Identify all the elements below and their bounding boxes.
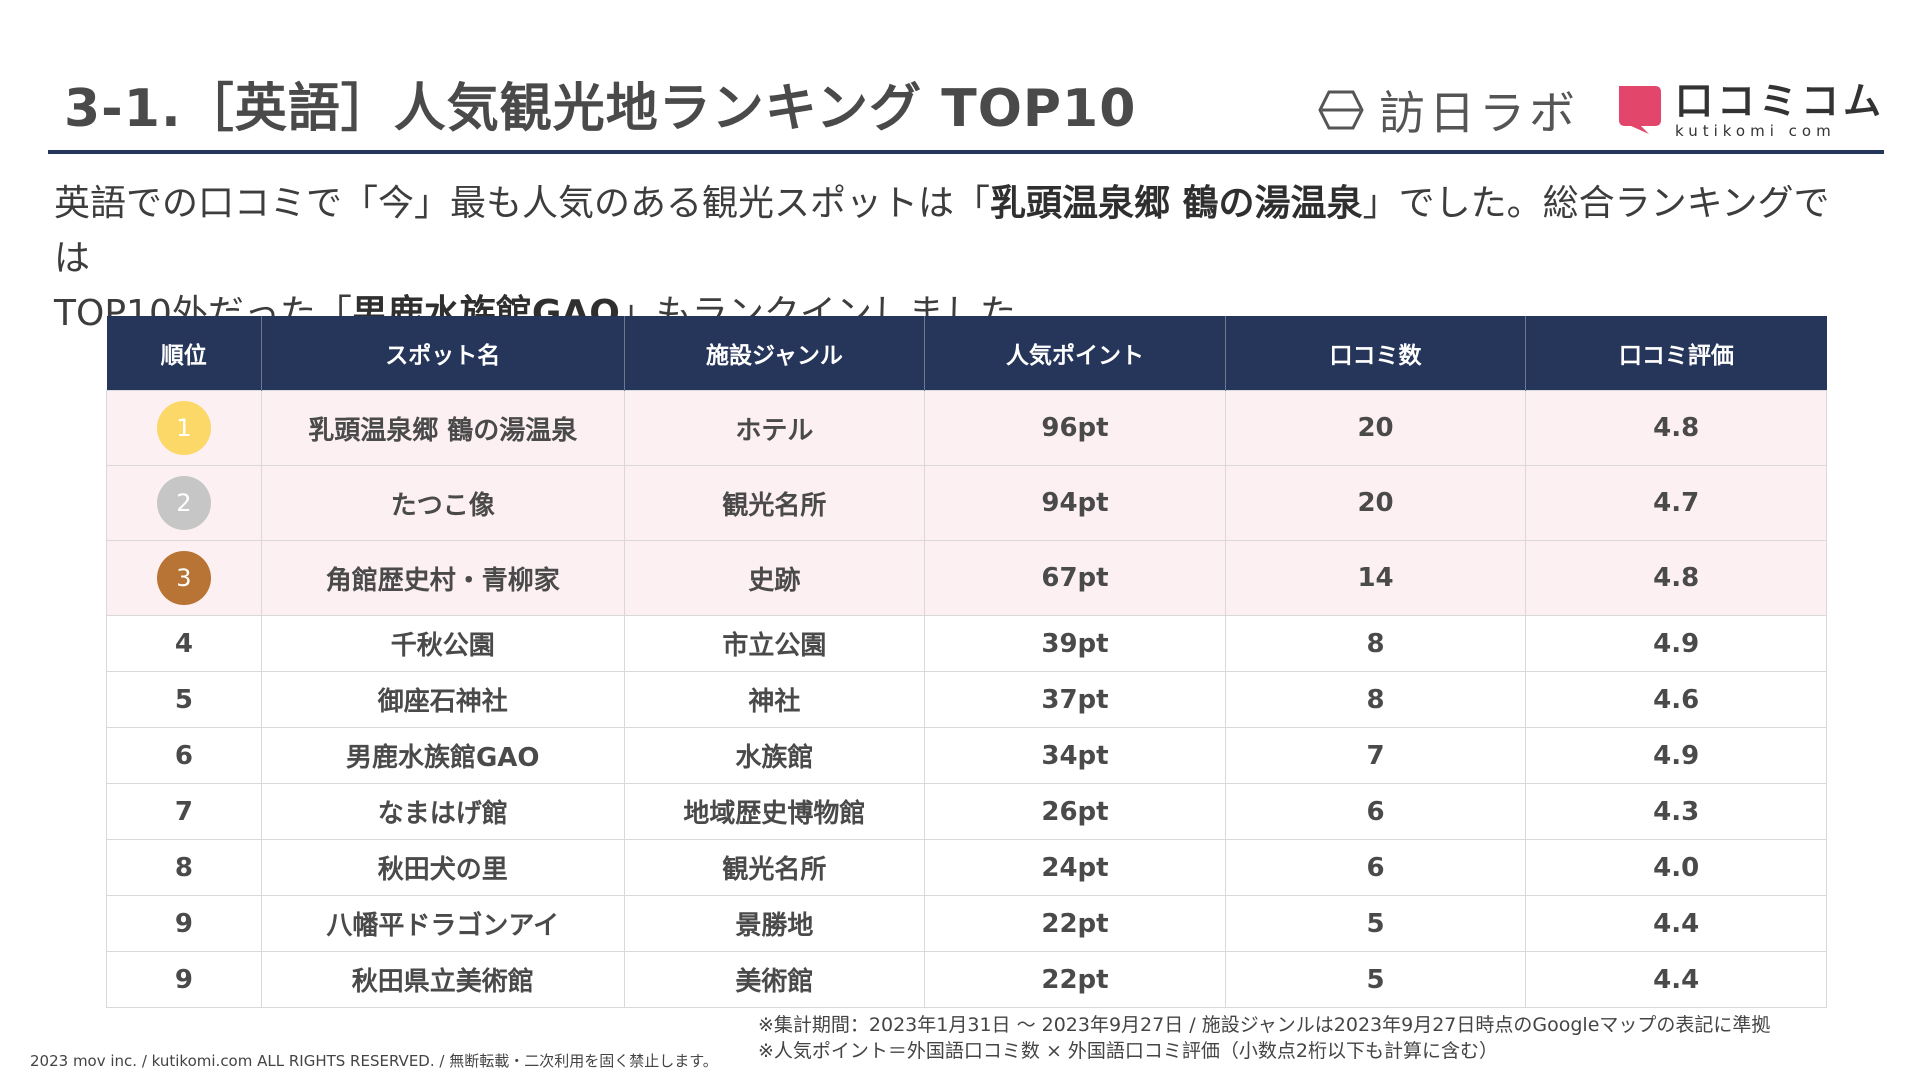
genre-cell: 市立公園: [623, 615, 926, 672]
review-count-cell: 8: [1224, 671, 1527, 728]
rank-cell: 2: [106, 465, 262, 541]
rank-cell: 7: [106, 783, 262, 840]
points-cell: 67pt: [924, 540, 1226, 616]
header-rank: 順位: [106, 316, 262, 391]
points-cell: 22pt: [924, 895, 1226, 952]
lead-text: 」でした。総合ランキングでは: [54, 183, 1830, 279]
table-row: 7 なまはげ館 地域歴史博物館 26pt 6 4.3: [106, 783, 1827, 840]
review-count-cell: 5: [1224, 895, 1527, 952]
points-cell: 94pt: [924, 465, 1226, 541]
silver-medal: 2: [156, 476, 211, 530]
page-title: 3-1.［英語］人気観光地ランキング TOP10: [64, 79, 1137, 139]
spot-name-cell: たつこ像: [260, 465, 625, 541]
genre-cell: 観光名所: [623, 839, 926, 896]
rating-cell: 4.4: [1525, 895, 1827, 952]
review-count-cell: 5: [1224, 951, 1527, 1008]
points-cell: 24pt: [924, 839, 1226, 896]
header-points: 人気ポイント: [924, 316, 1226, 391]
spot-name-cell: 秋田県立美術館: [260, 951, 625, 1008]
review-count-cell: 20: [1224, 465, 1527, 541]
rank-cell: 6: [106, 727, 262, 784]
footnote-formula: ※人気ポイント＝外国語口コミ数 × 外国語口コミ評価（小数点2桁以下も計算に含む…: [758, 1040, 1499, 1062]
table-row: 4 千秋公園 市立公園 39pt 8 4.9: [106, 615, 1827, 672]
copyright-text: 2023 mov inc. / kutikomi.com ALL RIGHTS …: [30, 1052, 718, 1070]
table-row: 3 角館歴史村・青柳家 史跡 67pt 14 4.8: [106, 540, 1827, 616]
rating-cell: 4.9: [1525, 727, 1827, 784]
logo-group: 訪日ラボ 口コミコム kutikomi com: [1317, 78, 1885, 142]
kutikomi-en-text: kutikomi com: [1674, 121, 1836, 140]
ranking-table: 順位 スポット名 施設ジャンル 人気ポイント 口コミ数 口コミ評価 1 乳頭温泉…: [106, 316, 1827, 1008]
rating-cell: 4.4: [1525, 951, 1827, 1008]
rank-cell: 3: [106, 540, 262, 616]
rank-cell: 9: [106, 951, 262, 1008]
spot-name-cell: 乳頭温泉郷 鶴の湯温泉: [260, 390, 625, 466]
kutikomi-logo: 口コミコム kutikomi com: [1615, 82, 1885, 139]
rank-cell: 8: [106, 839, 262, 896]
table-row: 2 たつこ像 観光名所 94pt 20 4.7: [106, 465, 1827, 541]
points-cell: 34pt: [924, 727, 1226, 784]
rating-cell: 4.3: [1525, 783, 1827, 840]
rating-cell: 4.9: [1525, 615, 1827, 672]
review-count-cell: 20: [1224, 390, 1527, 466]
points-cell: 96pt: [924, 390, 1226, 466]
rank-cell: 4: [106, 615, 262, 672]
points-cell: 37pt: [924, 671, 1226, 728]
review-count-cell: 6: [1224, 839, 1527, 896]
header-review-count: 口コミ数: [1225, 316, 1527, 391]
lead-highlight: 乳頭温泉郷 鶴の湯温泉: [990, 183, 1363, 224]
rank-cell: 1: [106, 390, 262, 466]
review-count-cell: 8: [1224, 615, 1527, 672]
genre-cell: 史跡: [623, 540, 926, 616]
lead-text: 英語での口コミで「今」最も人気のある観光スポットは「: [54, 183, 991, 224]
table-row: 5 御座石神社 神社 37pt 8 4.6: [106, 671, 1827, 728]
rating-cell: 4.0: [1525, 839, 1827, 896]
spot-name-cell: 御座石神社: [260, 671, 625, 728]
bronze-medal: 3: [156, 551, 211, 605]
footnotes: ※集計期間：2023年1月31日 〜 2023年9月27日 / 施設ジャンルは2…: [758, 1012, 1770, 1064]
rating-cell: 4.8: [1525, 390, 1827, 466]
spot-name-cell: 秋田犬の里: [260, 839, 625, 896]
table-row: 9 八幡平ドラゴンアイ 景勝地 22pt 5 4.4: [106, 895, 1827, 952]
title-divider: [48, 150, 1884, 154]
spot-name-cell: 八幡平ドラゴンアイ: [260, 895, 625, 952]
rank-cell: 9: [106, 895, 262, 952]
genre-cell: 地域歴史博物館: [623, 783, 926, 840]
review-count-cell: 14: [1224, 540, 1527, 616]
kutikomi-jp-text: 口コミコム: [1674, 78, 1885, 123]
review-count-cell: 6: [1224, 783, 1527, 840]
points-cell: 26pt: [924, 783, 1226, 840]
header-genre: 施設ジャンル: [624, 316, 926, 391]
speech-bubble-icon: [1618, 86, 1661, 134]
genre-cell: ホテル: [623, 390, 926, 466]
hexagon-icon: [1318, 90, 1364, 130]
table-row: 1 乳頭温泉郷 鶴の湯温泉 ホテル 96pt 20 4.8: [106, 390, 1827, 466]
table-row: 8 秋田犬の里 観光名所 24pt 6 4.0: [106, 839, 1827, 896]
rating-cell: 4.8: [1525, 540, 1827, 616]
spot-name-cell: 男鹿水族館GAO: [260, 727, 625, 784]
table-row: 6 男鹿水族館GAO 水族館 34pt 7 4.9: [106, 727, 1827, 784]
rating-cell: 4.6: [1525, 671, 1827, 728]
table-header-row: 順位 スポット名 施設ジャンル 人気ポイント 口コミ数 口コミ評価: [106, 316, 1827, 391]
genre-cell: 美術館: [623, 951, 926, 1008]
spot-name-cell: 千秋公園: [260, 615, 625, 672]
header-rating: 口コミ評価: [1525, 316, 1827, 391]
genre-cell: 景勝地: [623, 895, 926, 952]
table-row: 9 秋田県立美術館 美術館 22pt 5 4.4: [106, 951, 1827, 1008]
houjitsu-lab-text: 訪日ラボ: [1378, 86, 1579, 140]
genre-cell: 水族館: [623, 727, 926, 784]
spot-name-cell: 角館歴史村・青柳家: [260, 540, 625, 616]
rank-cell: 5: [106, 671, 262, 728]
houjitsu-lab-logo: 訪日ラボ: [1317, 77, 1579, 143]
header-spot-name: スポット名: [261, 316, 625, 391]
genre-cell: 神社: [623, 671, 926, 728]
review-count-cell: 7: [1224, 727, 1527, 784]
gold-medal: 1: [156, 401, 211, 455]
spot-name-cell: なまはげ館: [260, 783, 625, 840]
rating-cell: 4.7: [1525, 465, 1827, 541]
points-cell: 39pt: [924, 615, 1226, 672]
footnote-period: ※集計期間：2023年1月31日 〜 2023年9月27日 / 施設ジャンルは2…: [758, 1014, 1771, 1036]
points-cell: 22pt: [924, 951, 1226, 1008]
genre-cell: 観光名所: [623, 465, 926, 541]
